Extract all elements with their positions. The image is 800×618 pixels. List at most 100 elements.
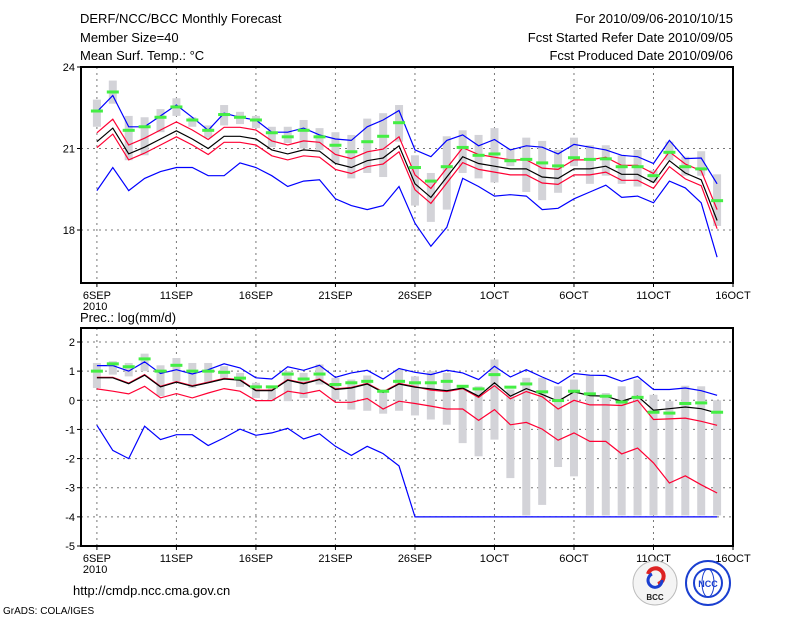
mean-marker: [122, 128, 135, 132]
mean-marker: [408, 381, 421, 385]
mean-marker: [440, 379, 453, 383]
mean-marker: [583, 392, 596, 396]
x-tick-label: 6OCT: [559, 290, 589, 302]
mean-marker: [679, 165, 692, 169]
ensemble-spread-bar: [601, 145, 610, 176]
x-tick-label: 6SEP: [83, 553, 111, 565]
x-tick-label: 16SEP: [239, 553, 273, 565]
lower-quartile-line: [96, 133, 718, 229]
ensemble-spread-bar: [522, 377, 531, 516]
mean-marker: [202, 369, 215, 373]
mean-marker: [663, 411, 676, 415]
mean-marker: [329, 143, 342, 147]
mean-marker: [472, 153, 485, 157]
ensemble-spread-bar: [474, 386, 483, 457]
mean-marker: [234, 376, 247, 380]
x-tick-label: 11OCT: [636, 290, 671, 302]
ensemble-spread-bar: [283, 371, 292, 402]
mean-marker: [456, 384, 469, 388]
mean-marker: [186, 369, 199, 373]
mean-marker: [504, 159, 517, 163]
x-tick-label: 21SEP: [318, 553, 352, 565]
mean-marker: [472, 387, 485, 391]
x-tick-label: 6SEP: [83, 290, 111, 302]
y-tick-label: 1: [69, 366, 75, 378]
mean-marker: [663, 150, 676, 154]
mean-marker: [281, 372, 294, 376]
ensemble-spread-bar: [315, 128, 324, 150]
mean-marker: [218, 113, 231, 117]
mean-marker: [281, 135, 294, 139]
mean-marker: [313, 372, 326, 376]
ensemble-spread-bar: [363, 375, 372, 411]
ncc-logo: NCC: [685, 560, 731, 606]
ensemble-spread-bar: [379, 113, 388, 178]
ensemble-spread-bar: [569, 137, 578, 167]
ensemble-spread-bar: [585, 145, 594, 184]
mean-marker: [218, 370, 231, 374]
mean-marker: [138, 357, 151, 361]
temperature-panel: 18 21 24 6SEP 11SEP 16SEP 21SEP 26SEP 1OCT 6OCT 11…: [63, 62, 751, 313]
y-tick-label: 21: [63, 144, 75, 156]
x-tick-label: 16OCT: [715, 553, 751, 565]
ensemble-spread-bar: [601, 392, 610, 516]
ensemble-spread-bar: [156, 365, 165, 397]
source-url[interactable]: http://cmdp.ncc.cma.gov.cn: [73, 583, 230, 598]
mean-marker: [90, 369, 103, 373]
ensemble-spread-bar: [442, 372, 451, 425]
y-tick-label: -2: [65, 454, 75, 466]
y-tick-label: -5: [65, 541, 75, 553]
mean-marker: [520, 382, 533, 386]
ensemble-spread-bar: [713, 400, 722, 516]
ensemble-spread-bar: [124, 115, 133, 161]
y-tick-label: 24: [63, 62, 75, 74]
plot-frame: [80, 66, 734, 284]
x-tick-label: 6OCT: [559, 553, 589, 565]
mean-marker: [504, 385, 517, 389]
ensemble-spread-bar: [156, 109, 165, 133]
mean-marker: [567, 389, 580, 393]
bcc-logo: BCC: [632, 560, 678, 606]
y-tick-label: 2: [69, 337, 75, 349]
mean-marker: [647, 174, 660, 178]
mean-marker: [329, 383, 342, 387]
y-tick-label: -1: [65, 424, 75, 436]
x-tick-label: 11SEP: [160, 553, 193, 565]
y-tick-label: 0: [69, 395, 75, 407]
mean-marker: [138, 125, 151, 129]
ensemble-spread-bar: [140, 117, 149, 156]
ensemble-spread-bar: [442, 136, 451, 210]
mean-marker: [583, 157, 596, 161]
x-year-label: 2010: [83, 564, 107, 576]
forecast-period: For 2010/09/06-2010/10/15: [575, 11, 733, 26]
mean-marker: [154, 369, 167, 373]
x-tick-label: 16SEP: [239, 290, 273, 302]
mean-marker: [377, 134, 390, 138]
mean-marker: [265, 131, 278, 135]
mean-marker: [536, 390, 549, 394]
mean-marker: [297, 128, 310, 132]
mean-marker: [615, 165, 628, 169]
ensemble-spread-bar: [299, 119, 308, 149]
mean-marker: [393, 121, 406, 125]
mean-marker: [488, 152, 501, 156]
top-panel-variable: Mean Surf. Temp.: °C: [80, 48, 204, 63]
median-line: [96, 127, 718, 221]
median-line: [96, 374, 718, 414]
ensemble-spread-bar: [204, 362, 213, 383]
grads-credit: GrADS: COLA/IGES: [3, 606, 94, 617]
ensemble-spread-bar: [617, 155, 626, 184]
mean-marker: [647, 410, 660, 414]
x-year-label: 2010: [83, 301, 107, 313]
mean-marker: [599, 157, 612, 161]
mean-marker: [679, 401, 692, 405]
min-line: [96, 162, 718, 258]
ensemble-spread-bar: [92, 99, 101, 127]
produced-date: Fcst Produced Date 2010/09/06: [549, 48, 733, 63]
mean-marker: [711, 410, 724, 414]
ensemble-spread-bar: [108, 361, 117, 375]
ensemble-spread-bar: [681, 385, 690, 516]
lower-quartile-line: [96, 385, 718, 494]
